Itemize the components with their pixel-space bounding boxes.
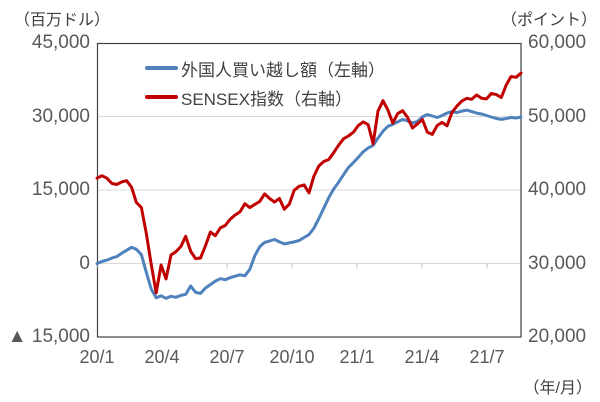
right-axis-tick-label: 50,000	[528, 106, 587, 127]
legend-line-swatch-blue	[145, 66, 178, 70]
right-axis-tick-label: 30,000	[528, 253, 587, 274]
right-axis-tick-label: 60,000	[528, 32, 587, 53]
series-line-foreign-net-buying	[95, 108, 523, 300]
series-line-sensex	[95, 71, 523, 295]
x-axis-tick-label: 20/7	[209, 347, 245, 367]
legend: 外国人買い越し額（左軸） SENSEX指数（右軸）	[145, 57, 385, 109]
legend-line-swatch-red	[145, 95, 178, 99]
left-axis-tick-label: ▲ 15,000	[7, 326, 90, 347]
x-axis-tick-label: 21/1	[339, 347, 375, 367]
x-axis-tick-label: 21/7	[469, 347, 505, 367]
right-axis-tick-label: 20,000	[528, 326, 587, 347]
legend-label-foreign-net-buying: 外国人買い越し額（左軸）	[181, 60, 385, 80]
legend-item-sensex: SENSEX指数（右軸）	[145, 86, 385, 109]
left-axis-tick-label: 15,000	[31, 179, 90, 200]
x-axis-tick-label: 20/1	[79, 347, 115, 367]
x-axis-tick-label: 21/4	[404, 347, 440, 367]
left-axis-tick-label: 30,000	[31, 106, 90, 127]
right-axis-unit-label: （ポイント）	[500, 12, 597, 29]
right-axis-tick-label: 40,000	[528, 179, 587, 200]
left-axis-unit-label: （百万ドル）	[14, 12, 111, 29]
x-axis-tick-label: 20/4	[144, 347, 180, 367]
x-axis-unit-label: （年/月）	[523, 380, 592, 397]
x-axis-tick-label: 20/10	[269, 347, 315, 367]
legend-label-sensex: SENSEX指数（右軸）	[181, 89, 352, 109]
left-axis-tick-label: 0	[79, 253, 90, 274]
legend-item-foreign-net-buying: 外国人買い越し額（左軸）	[145, 57, 385, 80]
left-axis-tick-label: 45,000	[31, 32, 90, 53]
plot-border	[96, 42, 522, 338]
